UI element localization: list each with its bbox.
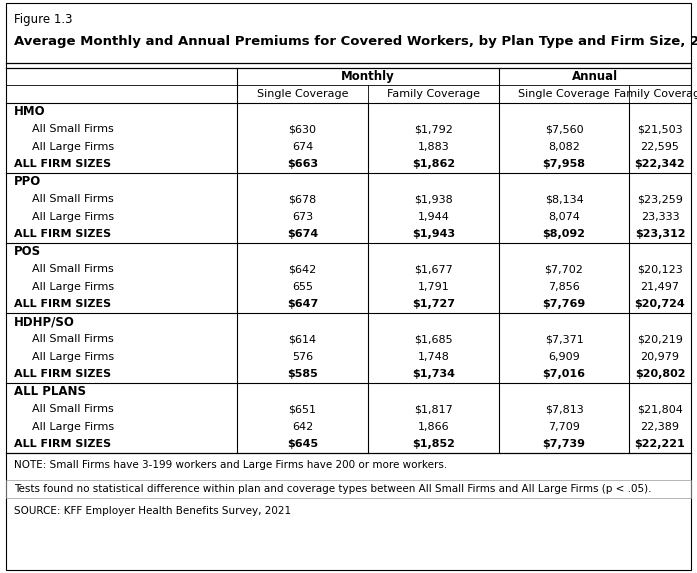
Text: Monthly: Monthly: [341, 70, 395, 83]
Text: $7,813: $7,813: [544, 404, 583, 414]
Text: $22,221: $22,221: [635, 439, 685, 449]
Text: SOURCE: KFF Employer Health Benefits Survey, 2021: SOURCE: KFF Employer Health Benefits Sur…: [14, 506, 291, 516]
Text: PPO: PPO: [14, 175, 41, 189]
Text: 22,595: 22,595: [641, 142, 680, 152]
Text: 21,497: 21,497: [641, 282, 680, 292]
Text: $7,739: $7,739: [542, 439, 585, 449]
Text: All Large Firms: All Large Firms: [32, 352, 114, 362]
Text: $663: $663: [287, 159, 318, 169]
Text: 1,791: 1,791: [418, 282, 450, 292]
Text: All Small Firms: All Small Firms: [32, 334, 114, 344]
Text: 1,748: 1,748: [418, 352, 450, 362]
Text: 1,866: 1,866: [418, 422, 450, 431]
Text: $1,817: $1,817: [414, 404, 453, 414]
Text: $7,702: $7,702: [544, 264, 583, 274]
Text: $20,219: $20,219: [637, 334, 683, 344]
Text: $585: $585: [287, 369, 318, 379]
Text: $1,727: $1,727: [412, 299, 455, 309]
Text: Single Coverage: Single Coverage: [519, 89, 610, 99]
Text: $1,852: $1,852: [412, 439, 455, 449]
Text: ALL FIRM SIZES: ALL FIRM SIZES: [14, 299, 111, 309]
Text: All Large Firms: All Large Firms: [32, 422, 114, 431]
Text: 22,389: 22,389: [641, 422, 680, 431]
Text: ALL PLANS: ALL PLANS: [14, 385, 86, 398]
Text: All Large Firms: All Large Firms: [32, 142, 114, 152]
Text: 8,082: 8,082: [548, 142, 580, 152]
Text: $1,677: $1,677: [414, 264, 453, 274]
Text: $1,862: $1,862: [412, 159, 455, 169]
Text: Single Coverage: Single Coverage: [256, 89, 348, 99]
Text: $1,792: $1,792: [414, 124, 453, 134]
Text: 1,944: 1,944: [418, 212, 450, 222]
Text: $630: $630: [289, 124, 316, 134]
Text: ALL FIRM SIZES: ALL FIRM SIZES: [14, 439, 111, 449]
Text: $7,016: $7,016: [542, 369, 585, 379]
Text: $7,371: $7,371: [544, 334, 583, 344]
Text: $7,560: $7,560: [544, 124, 583, 134]
Text: $23,312: $23,312: [635, 229, 685, 240]
Text: $651: $651: [289, 404, 316, 414]
Text: NOTE: Small Firms have 3-199 workers and Large Firms have 200 or more workers.: NOTE: Small Firms have 3-199 workers and…: [14, 460, 447, 470]
Text: 7,709: 7,709: [548, 422, 580, 431]
Text: Family Coverage: Family Coverage: [387, 89, 480, 99]
Text: $1,943: $1,943: [412, 229, 455, 240]
Text: All Small Firms: All Small Firms: [32, 404, 114, 414]
Text: All Small Firms: All Small Firms: [32, 264, 114, 274]
Text: $642: $642: [289, 264, 316, 274]
Text: HMO: HMO: [14, 105, 45, 118]
Text: ALL FIRM SIZES: ALL FIRM SIZES: [14, 369, 111, 379]
Text: Tests found no statistical difference within plan and coverage types between All: Tests found no statistical difference wi…: [14, 484, 652, 494]
Text: $614: $614: [289, 334, 316, 344]
Text: All Large Firms: All Large Firms: [32, 212, 114, 222]
Text: $21,503: $21,503: [637, 124, 683, 134]
Text: Average Monthly and Annual Premiums for Covered Workers, by Plan Type and Firm S: Average Monthly and Annual Premiums for …: [14, 34, 697, 48]
Text: Annual: Annual: [572, 70, 618, 83]
Text: $22,342: $22,342: [635, 159, 685, 169]
Text: 23,333: 23,333: [641, 212, 680, 222]
Text: Family Coverage: Family Coverage: [613, 89, 697, 99]
Text: $20,802: $20,802: [635, 369, 685, 379]
Text: 6,909: 6,909: [548, 352, 580, 362]
Text: $7,958: $7,958: [542, 159, 585, 169]
Text: 7,856: 7,856: [548, 282, 580, 292]
Text: 655: 655: [292, 282, 313, 292]
Text: $7,769: $7,769: [542, 299, 585, 309]
Text: All Large Firms: All Large Firms: [32, 282, 114, 292]
Text: $1,734: $1,734: [412, 369, 455, 379]
Text: 674: 674: [292, 142, 313, 152]
Text: $20,123: $20,123: [637, 264, 683, 274]
Text: 8,074: 8,074: [548, 212, 580, 222]
Text: $1,938: $1,938: [414, 194, 453, 204]
Text: $8,134: $8,134: [544, 194, 583, 204]
Text: HDHP/SO: HDHP/SO: [14, 315, 75, 328]
Text: Figure 1.3: Figure 1.3: [14, 14, 72, 26]
Text: All Small Firms: All Small Firms: [32, 194, 114, 204]
Text: $23,259: $23,259: [637, 194, 683, 204]
Text: ALL FIRM SIZES: ALL FIRM SIZES: [14, 229, 111, 240]
Text: 576: 576: [292, 352, 313, 362]
Text: $647: $647: [287, 299, 318, 309]
Text: $645: $645: [287, 439, 318, 449]
Text: 673: 673: [292, 212, 313, 222]
Text: ALL FIRM SIZES: ALL FIRM SIZES: [14, 159, 111, 169]
Text: $678: $678: [289, 194, 316, 204]
Text: $21,804: $21,804: [637, 404, 683, 414]
Text: $674: $674: [287, 229, 318, 240]
Text: POS: POS: [14, 245, 41, 258]
Text: $8,092: $8,092: [542, 229, 585, 240]
Bar: [6, 480, 691, 498]
Text: 1,883: 1,883: [418, 142, 450, 152]
Text: 642: 642: [292, 422, 313, 431]
Text: $1,685: $1,685: [414, 334, 453, 344]
Text: 20,979: 20,979: [641, 352, 680, 362]
Text: $20,724: $20,724: [635, 299, 685, 309]
Text: All Small Firms: All Small Firms: [32, 124, 114, 134]
